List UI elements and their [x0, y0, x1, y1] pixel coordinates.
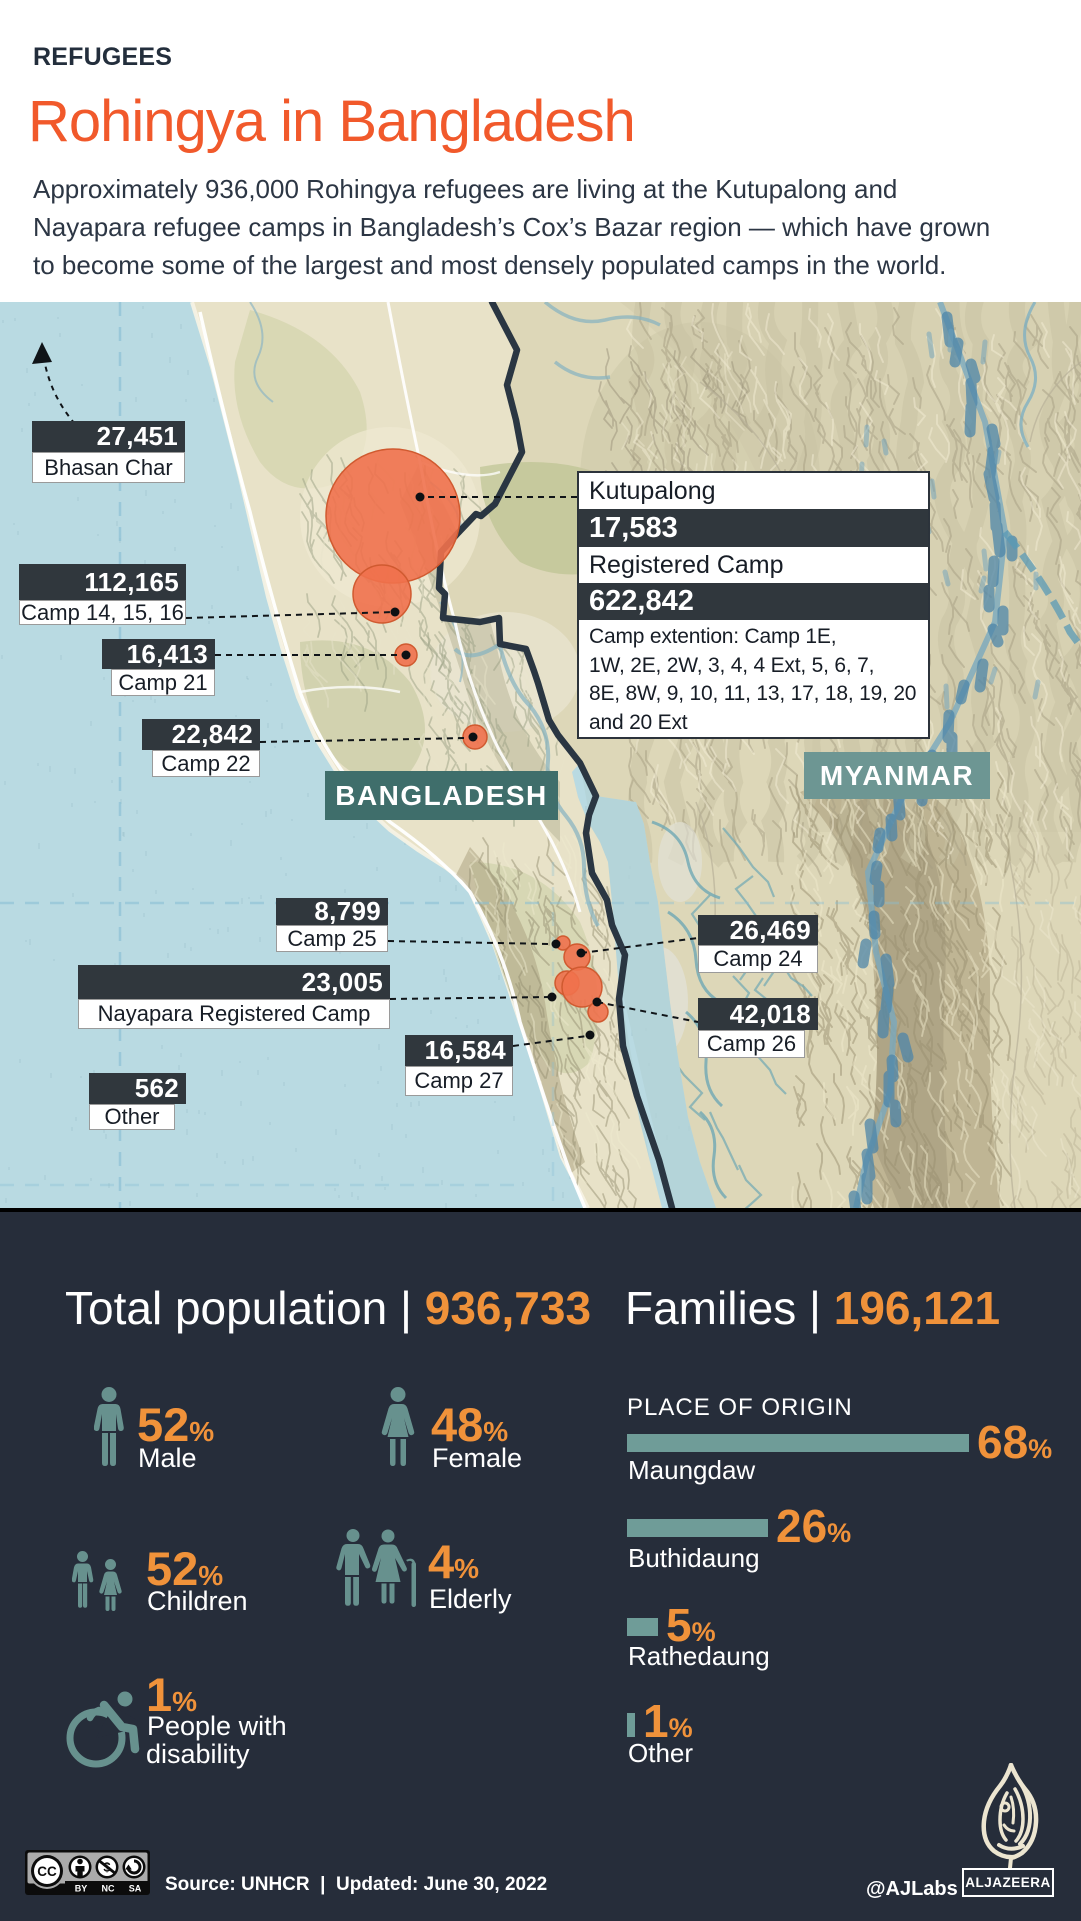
- svg-text:NC: NC: [102, 1884, 115, 1894]
- svg-text:CC: CC: [37, 1864, 57, 1879]
- svg-text:SA: SA: [129, 1884, 142, 1894]
- svg-text:BY: BY: [75, 1884, 88, 1894]
